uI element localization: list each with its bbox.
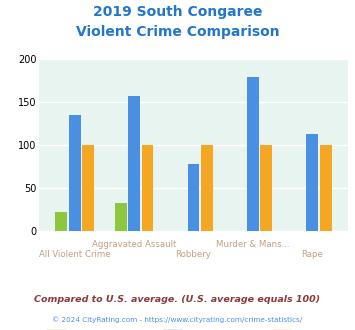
Text: Rape: Rape bbox=[301, 250, 323, 259]
Bar bbox=[55, 212, 67, 231]
Legend: South Congaree, South Carolina, National: South Congaree, South Carolina, National bbox=[43, 325, 344, 330]
Text: Compared to U.S. average. (U.S. average equals 100): Compared to U.S. average. (U.S. average … bbox=[34, 295, 321, 304]
Text: 2019 South Congaree: 2019 South Congaree bbox=[93, 5, 262, 19]
Text: Violent Crime Comparison: Violent Crime Comparison bbox=[76, 25, 279, 39]
Bar bbox=[247, 77, 259, 231]
Bar bbox=[201, 145, 213, 231]
Bar bbox=[260, 145, 272, 231]
Bar bbox=[69, 115, 81, 231]
Bar bbox=[306, 134, 318, 231]
Bar bbox=[115, 203, 127, 231]
Bar bbox=[128, 96, 140, 231]
Text: Aggravated Assault: Aggravated Assault bbox=[92, 240, 176, 248]
Bar bbox=[320, 145, 332, 231]
Text: Robbery: Robbery bbox=[175, 250, 212, 259]
Bar bbox=[187, 164, 200, 231]
Bar bbox=[142, 145, 153, 231]
Text: Murder & Mans...: Murder & Mans... bbox=[216, 240, 290, 248]
Text: © 2024 CityRating.com - https://www.cityrating.com/crime-statistics/: © 2024 CityRating.com - https://www.city… bbox=[53, 317, 302, 323]
Bar bbox=[82, 145, 94, 231]
Text: All Violent Crime: All Violent Crime bbox=[39, 250, 110, 259]
